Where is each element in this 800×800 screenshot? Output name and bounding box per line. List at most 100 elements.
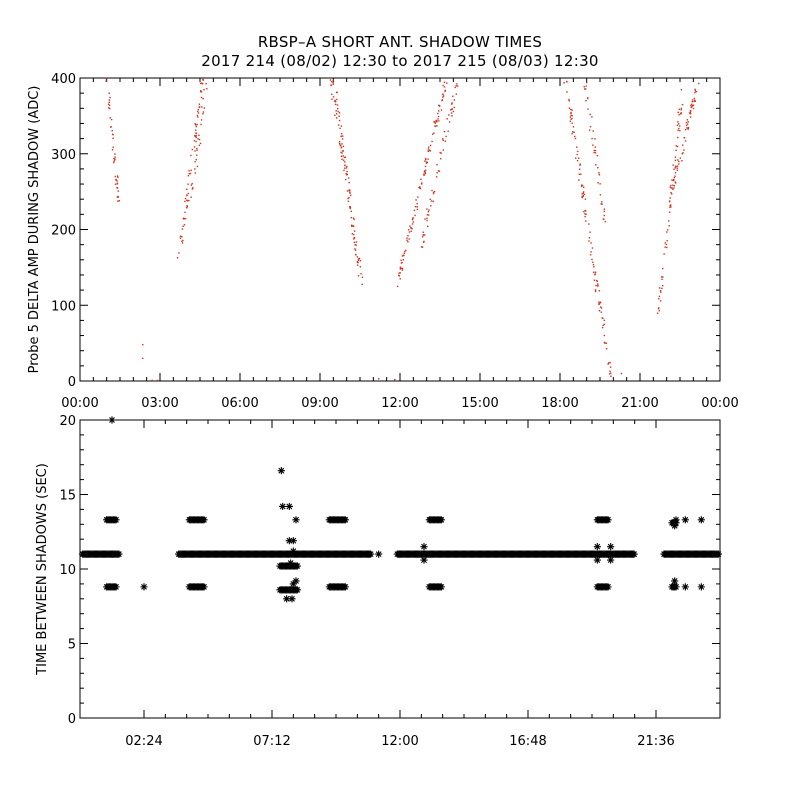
data-point xyxy=(671,187,673,189)
x-tick-label: 03:00 xyxy=(141,396,178,411)
data-point xyxy=(450,112,453,114)
data-point xyxy=(334,114,336,117)
data-point xyxy=(598,172,600,174)
data-point xyxy=(664,246,666,248)
data-point xyxy=(342,159,345,161)
data-point xyxy=(591,247,594,249)
data-point xyxy=(112,516,120,524)
data-point xyxy=(353,241,356,244)
data-point xyxy=(603,208,606,210)
data-point xyxy=(289,547,297,555)
data-point xyxy=(191,182,193,185)
plot-frame xyxy=(79,77,721,382)
data-point xyxy=(570,111,572,114)
data-point xyxy=(452,110,455,113)
data-point xyxy=(594,138,596,140)
data-point xyxy=(697,516,705,524)
data-point xyxy=(585,88,587,90)
data-point xyxy=(610,372,612,374)
data-point xyxy=(338,142,341,145)
data-point xyxy=(442,138,444,140)
data-point xyxy=(681,516,689,524)
data-point xyxy=(331,80,333,83)
data-point xyxy=(566,91,568,93)
data-point xyxy=(714,550,722,558)
data-point xyxy=(454,86,456,89)
data-point xyxy=(598,290,601,292)
x-tick-label: 07:12 xyxy=(253,734,290,749)
data-point xyxy=(680,107,683,110)
data-point xyxy=(345,174,348,176)
x-tick-label: 12:00 xyxy=(381,396,418,411)
data-point xyxy=(116,196,118,198)
data-point xyxy=(581,184,583,186)
data-point xyxy=(437,583,445,591)
data-point xyxy=(584,215,586,218)
data-point xyxy=(422,241,425,244)
data-point xyxy=(356,256,359,258)
data-point xyxy=(599,302,601,304)
data-point xyxy=(188,173,190,175)
data-point xyxy=(407,234,409,237)
data-point xyxy=(419,187,421,189)
data-point xyxy=(656,312,659,314)
x-tick-label: 09:00 xyxy=(301,396,338,411)
data-point xyxy=(574,135,576,138)
plot-frame xyxy=(79,419,721,719)
data-point xyxy=(400,267,402,270)
data-point xyxy=(289,537,297,545)
data-point xyxy=(361,283,363,286)
data-point xyxy=(691,104,694,107)
data-point xyxy=(429,150,432,152)
data-point xyxy=(340,125,343,127)
data-point xyxy=(342,150,344,152)
data-point xyxy=(109,117,111,119)
data-point xyxy=(409,225,411,227)
data-point xyxy=(672,188,674,190)
data-point xyxy=(186,188,188,190)
y-tick-label: 15 xyxy=(59,489,76,504)
data-point xyxy=(433,191,435,194)
data-point xyxy=(116,175,119,177)
data-point xyxy=(691,99,694,101)
data-point xyxy=(349,194,352,197)
data-point xyxy=(349,206,352,209)
data-point xyxy=(288,595,296,603)
data-point xyxy=(108,107,111,110)
data-point xyxy=(609,370,611,372)
data-point xyxy=(423,170,426,173)
data-point xyxy=(673,168,675,170)
data-point xyxy=(688,112,691,114)
data-point xyxy=(579,163,581,165)
data-point xyxy=(188,199,190,202)
data-point xyxy=(195,135,197,137)
data-point xyxy=(332,82,334,84)
data-point xyxy=(597,303,600,305)
data-point xyxy=(338,115,340,117)
data-point xyxy=(191,148,194,151)
data-point xyxy=(406,239,408,241)
data-point xyxy=(350,216,353,219)
data-point xyxy=(674,167,676,169)
data-point xyxy=(196,165,199,168)
data-point xyxy=(431,189,433,192)
data-point xyxy=(610,375,612,377)
data-point xyxy=(200,91,203,93)
data-point xyxy=(412,221,415,223)
data-point xyxy=(200,119,203,121)
data-point xyxy=(114,183,117,185)
data-point xyxy=(201,82,204,85)
data-point xyxy=(194,161,196,163)
data-point xyxy=(199,82,202,85)
data-point xyxy=(426,217,428,220)
data-point xyxy=(577,150,579,153)
data-point xyxy=(109,96,111,99)
data-point xyxy=(348,181,350,184)
data-point xyxy=(191,188,194,190)
data-point xyxy=(681,583,689,591)
data-point xyxy=(329,79,332,81)
data-point xyxy=(678,123,680,125)
data-point xyxy=(426,208,428,210)
data-point xyxy=(196,149,198,151)
y-tick-label: 10 xyxy=(59,563,76,578)
